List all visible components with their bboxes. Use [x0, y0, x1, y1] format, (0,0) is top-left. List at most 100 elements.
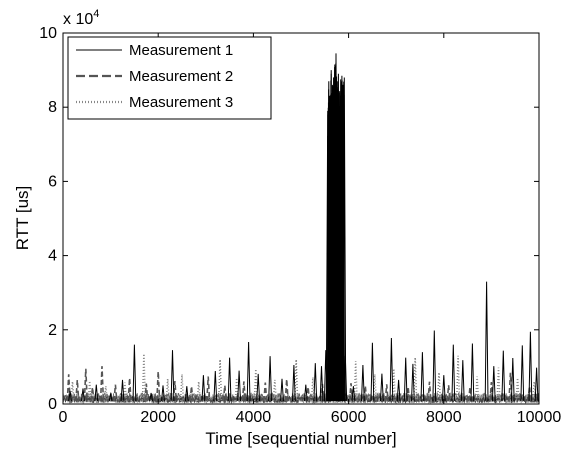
spike: [170, 350, 175, 402]
spike: [501, 350, 506, 402]
spike: [474, 376, 480, 402]
spike: [83, 368, 88, 402]
spike: [470, 343, 475, 402]
spike: [144, 383, 149, 402]
spike: [201, 375, 206, 402]
spike: [467, 386, 473, 402]
x-tick-label: 2000: [140, 409, 176, 426]
spike: [156, 371, 161, 402]
legend-label: Measurement 3: [129, 94, 233, 111]
spike: [108, 393, 113, 402]
spike: [319, 366, 324, 402]
y-tick-label: 6: [48, 173, 57, 190]
spike: [246, 341, 251, 402]
spike: [184, 386, 189, 402]
spike: [189, 386, 194, 402]
series-measurement-2: [66, 366, 532, 402]
spike: [427, 381, 432, 402]
spike: [206, 376, 211, 402]
baseline-noise: [63, 391, 539, 404]
x-axis: 0 2000 4000 6000 8000 10000: [59, 33, 561, 426]
series-measurement-3: [70, 353, 537, 402]
spike: [348, 383, 354, 402]
baseline-line: [63, 394, 539, 404]
spike: [268, 356, 272, 402]
spike: [520, 345, 525, 402]
spike: [132, 344, 137, 402]
y-axis-label: RTT [us]: [13, 186, 32, 251]
legend-label: Measurement 1: [129, 42, 233, 59]
spike: [99, 366, 105, 402]
spike: [103, 386, 108, 402]
spike: [313, 363, 318, 402]
spike: [510, 357, 515, 402]
spike: [172, 380, 178, 402]
spike: [75, 379, 80, 402]
spike: [353, 361, 358, 402]
spike: [256, 373, 261, 402]
spike: [68, 390, 72, 402]
y-multiplier-label: x 104: [63, 8, 99, 28]
legend-box: [67, 36, 272, 120]
spike: [396, 379, 401, 402]
spike: [432, 330, 437, 402]
spike: [370, 342, 375, 402]
y-tick-label: 8: [48, 99, 57, 116]
y-tick-label: 0: [48, 396, 57, 413]
spike: [403, 357, 408, 402]
spike: [527, 386, 532, 402]
spike: [213, 370, 218, 402]
spike: [294, 359, 299, 402]
spike: [451, 344, 456, 402]
spike: [94, 384, 99, 402]
spike: [284, 379, 289, 402]
spike: [161, 385, 165, 402]
spike: [280, 378, 284, 402]
y-tick-label: 10: [39, 25, 57, 42]
spike: [380, 373, 384, 402]
spike: [455, 355, 461, 402]
x-tick-label: 8000: [426, 409, 462, 426]
spike: [534, 367, 539, 402]
spike: [496, 367, 501, 402]
spike: [81, 388, 85, 402]
spike: [90, 387, 95, 402]
spike: [384, 384, 389, 402]
spike: [141, 353, 147, 402]
spike: [460, 360, 465, 402]
legend-label: Measurement 2: [129, 68, 233, 85]
spike: [532, 381, 537, 402]
spike: [237, 370, 241, 402]
spike: [292, 364, 296, 402]
spike: [241, 381, 247, 402]
spike: [272, 379, 277, 402]
plot-area-border: [62, 32, 540, 405]
spike: [303, 384, 308, 402]
spike: [363, 385, 368, 402]
spike: [70, 381, 75, 402]
spike: [441, 375, 446, 402]
spike: [361, 364, 365, 402]
spike: [113, 384, 118, 402]
spike: [484, 281, 489, 402]
spike: [87, 380, 92, 402]
spike: [446, 385, 451, 402]
spike: [489, 382, 494, 402]
spike: [491, 366, 496, 402]
spike: [217, 359, 223, 402]
spike: [222, 385, 227, 402]
legend: Measurement 1 Measurement 2 Measurement 3: [67, 36, 272, 120]
series-layer: [63, 53, 539, 404]
x-tick-label: 0: [59, 409, 68, 426]
spike: [227, 357, 232, 402]
spike: [528, 331, 533, 402]
x-tick-label: 6000: [331, 409, 367, 426]
x-tick-label: 4000: [236, 409, 272, 426]
x-axis-label: Time [sequential number]: [205, 429, 396, 448]
spike: [411, 363, 415, 402]
y-tick-label: 2: [48, 322, 57, 339]
spike: [149, 392, 153, 402]
spike: [120, 379, 125, 402]
spike: [351, 386, 356, 402]
